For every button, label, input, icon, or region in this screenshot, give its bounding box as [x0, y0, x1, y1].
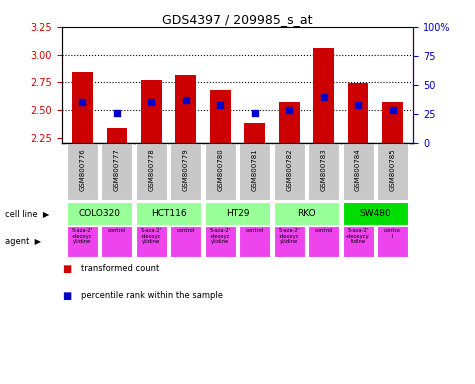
Text: GSM800776: GSM800776	[79, 148, 86, 191]
Text: HCT116: HCT116	[151, 209, 186, 218]
Text: GSM800783: GSM800783	[321, 148, 327, 191]
Text: GSM800779: GSM800779	[183, 148, 189, 191]
Bar	[239, 143, 270, 200]
Text: ■: ■	[62, 291, 71, 301]
Bar	[308, 226, 339, 257]
Text: control: control	[108, 228, 126, 233]
Text: contro
l: contro l	[384, 228, 401, 238]
Bar	[171, 143, 201, 200]
Point	[354, 101, 362, 108]
Text: GSM800781: GSM800781	[252, 148, 258, 191]
Bar	[106, 128, 127, 143]
Point	[320, 94, 327, 100]
Text: control: control	[177, 228, 195, 233]
Bar	[67, 143, 98, 200]
Text: GSM800777: GSM800777	[114, 148, 120, 191]
Text: GSM800785: GSM800785	[390, 148, 396, 190]
Bar	[205, 143, 236, 200]
Text: SW480: SW480	[360, 209, 391, 218]
Bar	[136, 143, 167, 200]
Bar	[377, 143, 408, 200]
Text: GSM800784: GSM800784	[355, 148, 361, 190]
Title: GDS4397 / 209985_s_at: GDS4397 / 209985_s_at	[162, 13, 313, 26]
Bar	[136, 202, 201, 225]
Text: 5-aza-2'
-deoxyc
ytidine: 5-aza-2' -deoxyc ytidine	[278, 228, 300, 244]
Bar	[171, 226, 201, 257]
Point	[79, 99, 86, 105]
Text: GSM800780: GSM800780	[217, 148, 223, 191]
Text: GSM800778: GSM800778	[148, 148, 154, 191]
Text: control: control	[246, 228, 264, 233]
Bar	[239, 226, 270, 257]
Text: RKO: RKO	[297, 209, 316, 218]
Bar	[382, 102, 403, 143]
Text: agent  ▶: agent ▶	[5, 237, 41, 246]
Bar	[274, 226, 304, 257]
Bar	[136, 226, 167, 257]
Bar	[205, 226, 236, 257]
Text: 5-aza-2'
-deoxyc
ytidine: 5-aza-2' -deoxyc ytidine	[141, 228, 162, 244]
Bar	[342, 143, 374, 200]
Point	[285, 107, 293, 113]
Bar	[274, 143, 304, 200]
Point	[217, 101, 224, 108]
Point	[182, 97, 190, 103]
Text: HT29: HT29	[226, 209, 249, 218]
Bar	[210, 90, 230, 143]
Text: cell line  ▶: cell line ▶	[5, 209, 49, 218]
Bar	[141, 80, 162, 143]
Text: 5-aza-2'
-deoxycy
tidine: 5-aza-2' -deoxycy tidine	[346, 228, 370, 244]
Bar	[205, 202, 270, 225]
Bar	[67, 202, 133, 225]
Bar	[348, 83, 369, 143]
Text: 5-aza-2'
-deoxyc
ytidine: 5-aza-2' -deoxyc ytidine	[209, 228, 231, 244]
Bar	[314, 48, 334, 143]
Text: 5-aza-2'
-deoxyc
ytidine: 5-aza-2' -deoxyc ytidine	[72, 228, 93, 244]
Bar	[342, 202, 408, 225]
Text: COLO320: COLO320	[79, 209, 121, 218]
Bar	[101, 143, 133, 200]
Bar	[279, 102, 300, 143]
Bar	[274, 202, 339, 225]
Text: percentile rank within the sample: percentile rank within the sample	[81, 291, 223, 300]
Text: transformed count: transformed count	[81, 264, 159, 273]
Bar	[67, 226, 98, 257]
Point	[389, 107, 396, 113]
Point	[148, 99, 155, 105]
Bar	[308, 143, 339, 200]
Bar	[175, 74, 196, 143]
Bar	[72, 72, 93, 143]
Bar	[377, 226, 408, 257]
Point	[113, 110, 121, 116]
Text: control: control	[314, 228, 333, 233]
Point	[251, 110, 258, 116]
Bar	[101, 226, 133, 257]
Bar	[342, 226, 374, 257]
Text: GSM800782: GSM800782	[286, 148, 292, 190]
Bar	[245, 123, 265, 143]
Text: ■: ■	[62, 264, 71, 274]
